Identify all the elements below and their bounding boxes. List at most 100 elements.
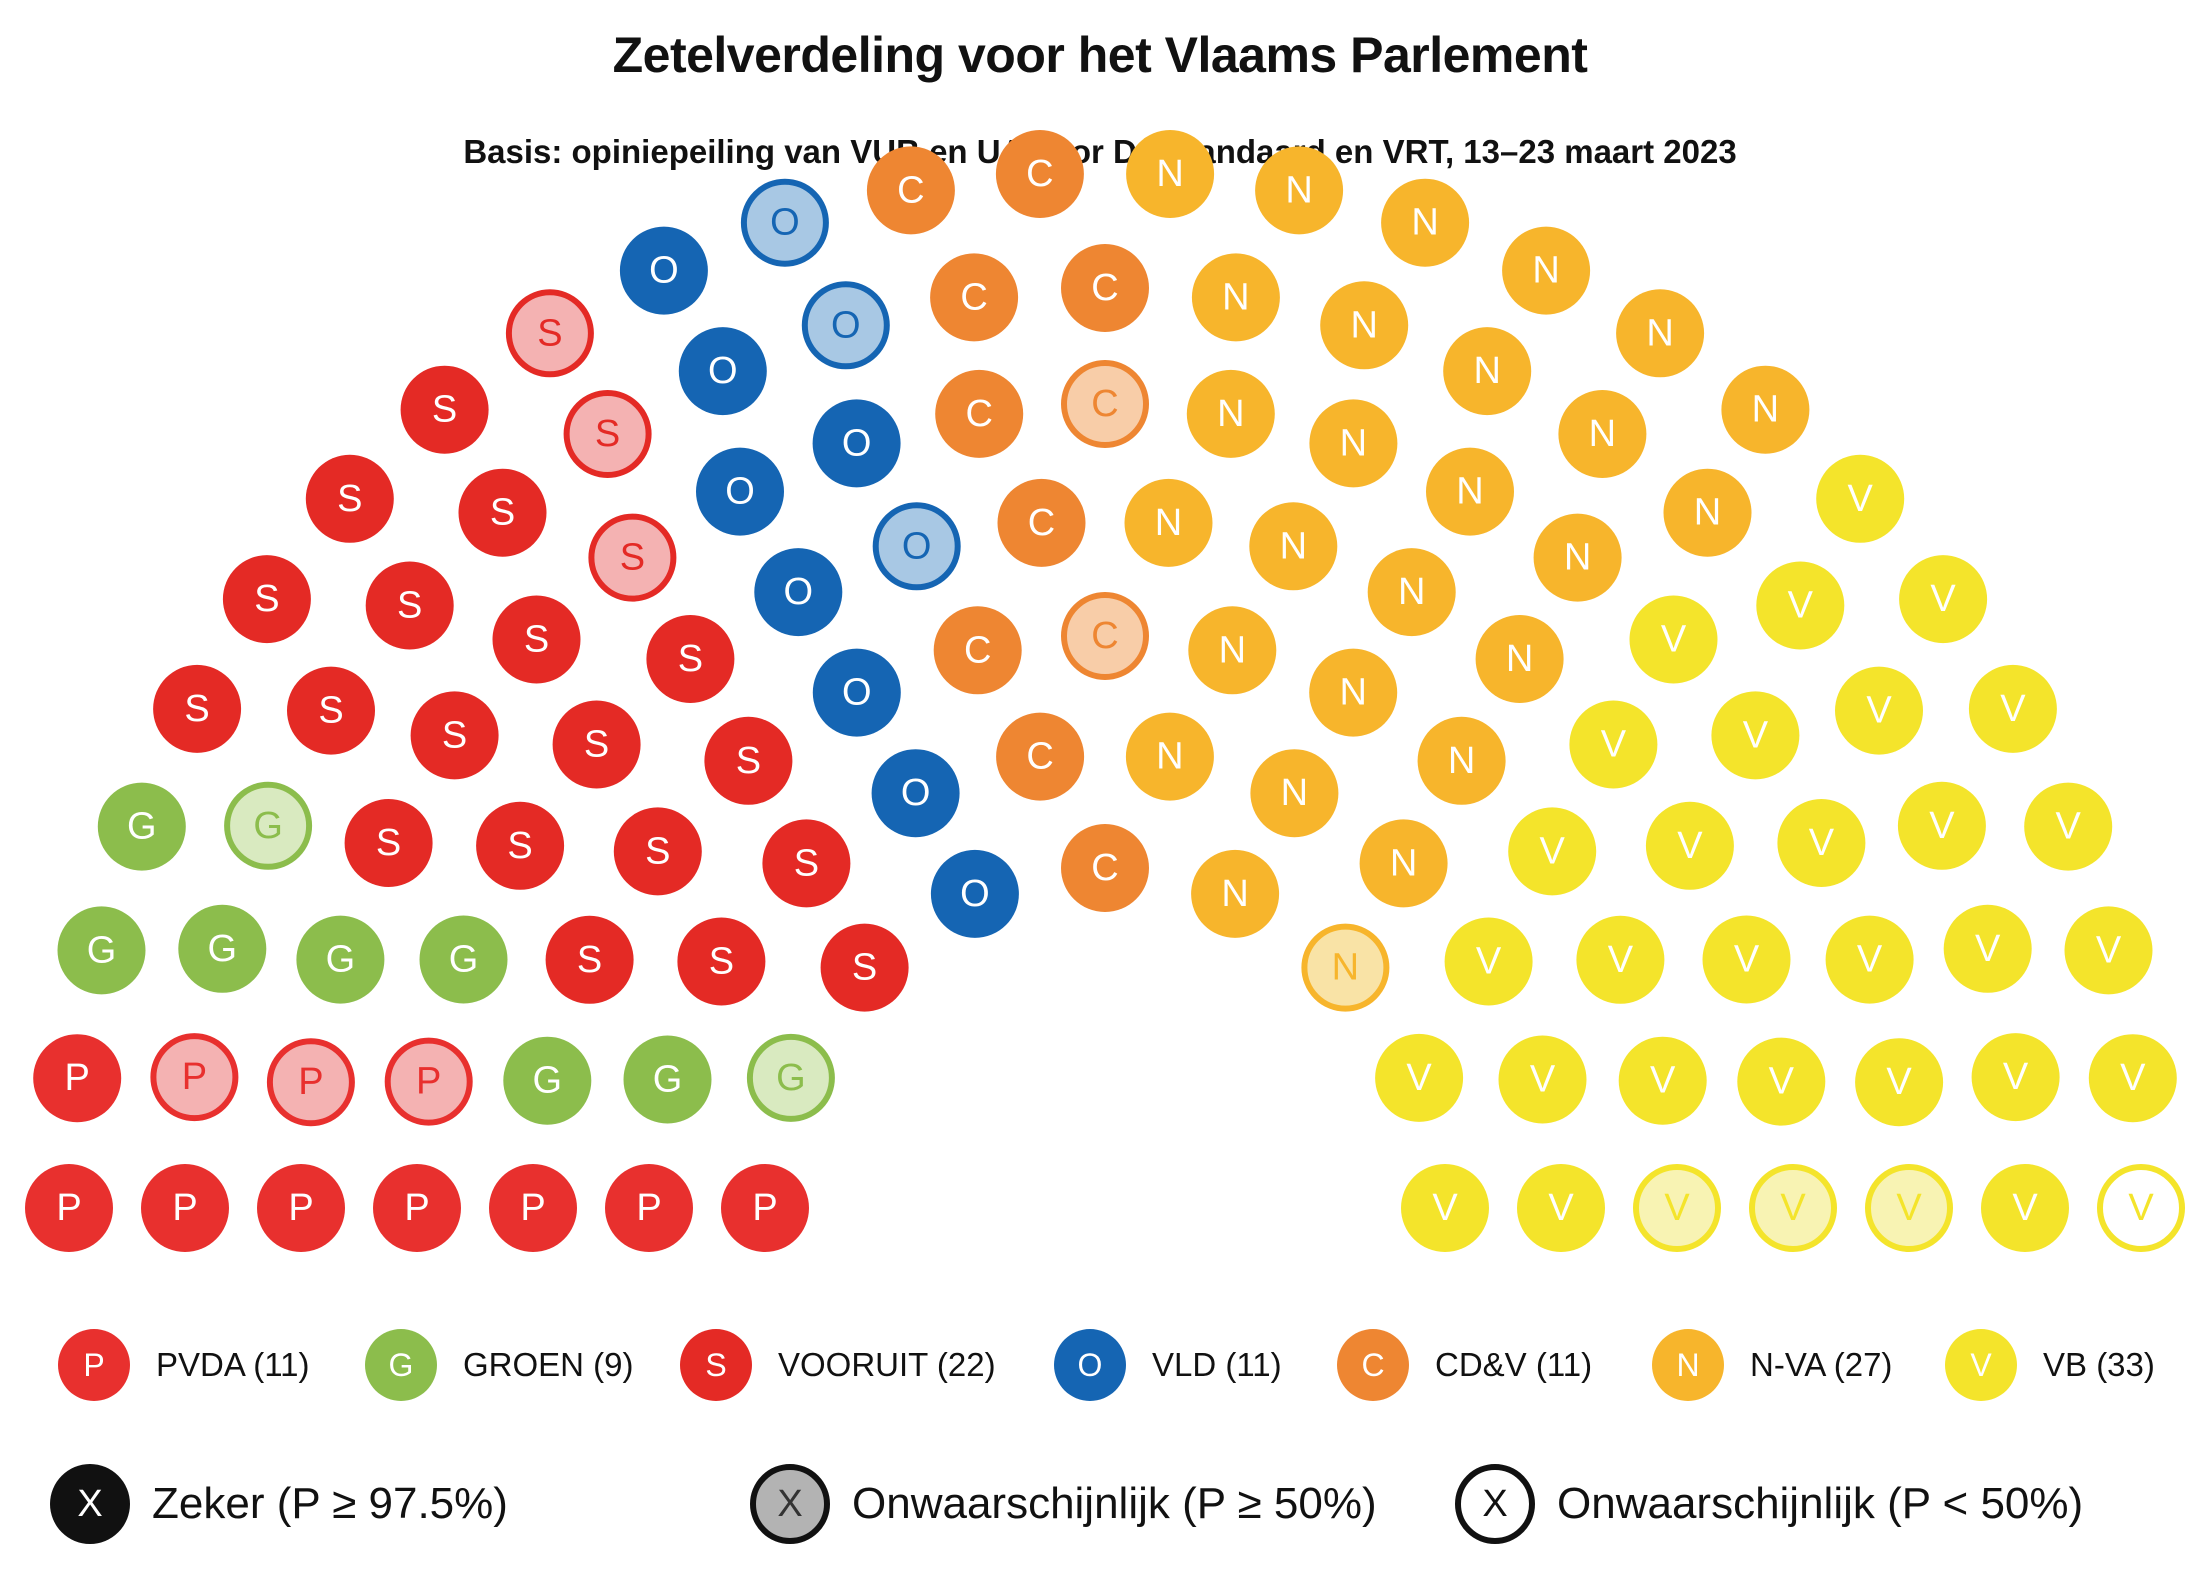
- svg-text:P: P: [56, 1187, 81, 1229]
- seat-cdv-sure: C: [997, 478, 1086, 567]
- seat-vld-sure: O: [812, 648, 901, 737]
- svg-text:S: S: [337, 478, 362, 520]
- svg-text:P: P: [288, 1187, 313, 1229]
- svg-text:S: S: [584, 724, 609, 766]
- seat-vooruit-sure: S: [287, 666, 375, 755]
- svg-text:P: P: [65, 1057, 90, 1099]
- svg-text:S: S: [736, 740, 761, 782]
- seat-cdv-sure: C: [866, 146, 955, 235]
- party-legend: P PVDA (11) G GROEN (9) S VOORUIT (22) O…: [58, 1325, 2178, 1405]
- svg-text:O: O: [842, 422, 872, 464]
- svg-text:V: V: [1780, 1187, 1806, 1229]
- seat-cdv-sure: C: [1061, 244, 1149, 332]
- seat-groen-sure: G: [97, 782, 186, 871]
- svg-text:S: S: [678, 638, 703, 680]
- svg-text:V: V: [1866, 690, 1892, 732]
- seat-vb-sure: V: [1645, 801, 1734, 890]
- seat-nva-sure: N: [1124, 478, 1213, 567]
- svg-text:S: S: [537, 312, 562, 354]
- svg-text:V: V: [2056, 806, 2082, 848]
- svg-text:N: N: [1473, 350, 1500, 392]
- seat-vb-sure: V: [1943, 904, 2032, 993]
- seat-nva-sure: N: [1558, 390, 1647, 478]
- svg-text:V: V: [1788, 585, 1814, 627]
- svg-text:N: N: [1694, 492, 1721, 534]
- seat-vb-sure: V: [1897, 781, 1986, 870]
- svg-text:O: O: [784, 571, 814, 613]
- svg-text:P: P: [636, 1187, 661, 1229]
- svg-text:N: N: [1156, 736, 1183, 778]
- svg-text:C: C: [1091, 615, 1118, 657]
- seat-vooruit-sure: S: [820, 923, 909, 1012]
- seat-nva-sure: N: [1309, 648, 1398, 737]
- seat-vb-sure: V: [1968, 664, 2057, 753]
- seat-groen-likely: G: [224, 781, 313, 870]
- seat-vb-sure: V: [1711, 691, 1800, 780]
- seat-vb-sure: V: [1756, 561, 1845, 650]
- legend-label-vooruit: VOORUIT (22): [778, 1346, 996, 1383]
- svg-text:O: O: [649, 250, 679, 292]
- certainty-unlikely-label: Onwaarschijnlijk (P < 50%): [1557, 1479, 2084, 1528]
- svg-text:O: O: [901, 772, 931, 814]
- seat-groen-sure: G: [57, 906, 146, 995]
- svg-text:O: O: [960, 873, 990, 915]
- svg-text:O: O: [902, 525, 932, 567]
- seat-vb-sure: V: [1835, 666, 1923, 755]
- seat-pvda-sure: P: [605, 1164, 693, 1252]
- svg-text:C: C: [1091, 847, 1118, 889]
- svg-text:N: N: [1155, 502, 1182, 544]
- seat-vb-sure: V: [1971, 1033, 2060, 1122]
- svg-text:V: V: [1530, 1059, 1556, 1101]
- svg-text:C: C: [897, 169, 924, 211]
- svg-text:V: V: [2003, 1056, 2029, 1098]
- seat-pvda-sure: P: [257, 1164, 345, 1252]
- seat-vb-sure: V: [2024, 782, 2113, 871]
- svg-text:S: S: [442, 714, 467, 756]
- svg-text:C: C: [960, 276, 987, 318]
- svg-text:V: V: [1857, 939, 1883, 981]
- svg-text:V: V: [1601, 724, 1627, 766]
- svg-text:C: C: [1091, 267, 1118, 309]
- seat-vld-sure: O: [696, 447, 784, 536]
- svg-text:G: G: [253, 805, 283, 847]
- legend-swatch-pvda: P: [58, 1329, 130, 1401]
- seat-cdv-sure: C: [935, 369, 1024, 458]
- svg-text:V: V: [1661, 619, 1687, 661]
- svg-text:N: N: [1411, 202, 1438, 244]
- seat-vb-sure: V: [1569, 700, 1658, 789]
- svg-text:P: P: [182, 1056, 207, 1098]
- legend-label-groen: GROEN (9): [463, 1346, 634, 1383]
- seat-vb-sure: V: [1737, 1037, 1826, 1126]
- legend-item-vooruit: S VOORUIT (22): [680, 1325, 996, 1405]
- svg-text:V: V: [1664, 1187, 1690, 1229]
- svg-text:N: N: [1332, 947, 1359, 989]
- seat-nva-sure: N: [1475, 615, 1564, 703]
- svg-text:V: V: [1677, 825, 1703, 867]
- svg-text:O: O: [831, 304, 861, 346]
- certainty-unlikely-swatch: X: [1455, 1464, 1535, 1544]
- seat-nva-likely: N: [1301, 923, 1390, 1012]
- seat-vb-sure: V: [1981, 1164, 2069, 1252]
- seat-vooruit-sure: S: [305, 454, 394, 543]
- seat-vld-sure: O: [812, 399, 901, 488]
- svg-text:V: V: [1930, 578, 1956, 620]
- seat-nva-sure: N: [1255, 146, 1344, 235]
- seat-vb-sure: V: [1816, 454, 1905, 543]
- seat-vooruit-sure: S: [704, 716, 793, 805]
- svg-text:C: C: [1028, 502, 1055, 544]
- svg-text:V: V: [1929, 805, 1955, 847]
- seat-vb-sure: V: [1576, 915, 1665, 1004]
- svg-text:S: S: [490, 492, 515, 534]
- legend-swatch-nva: N: [1652, 1329, 1724, 1401]
- certainty-unlikely: X Onwaarschijnlijk (P < 50%): [1455, 1456, 2083, 1552]
- seat-vld-sure: O: [930, 849, 1019, 938]
- svg-text:N: N: [1646, 312, 1673, 354]
- seat-pvda-sure: P: [489, 1164, 577, 1252]
- svg-text:N: N: [1398, 571, 1425, 613]
- legend-swatch-groen: G: [365, 1329, 437, 1401]
- seat-vb-sure: V: [1629, 595, 1718, 684]
- legend-label-vb: VB (33): [2043, 1346, 2155, 1383]
- certainty-sure-swatch: X: [50, 1464, 130, 1544]
- seat-vooruit-sure: S: [344, 799, 433, 887]
- svg-text:N: N: [1285, 169, 1312, 211]
